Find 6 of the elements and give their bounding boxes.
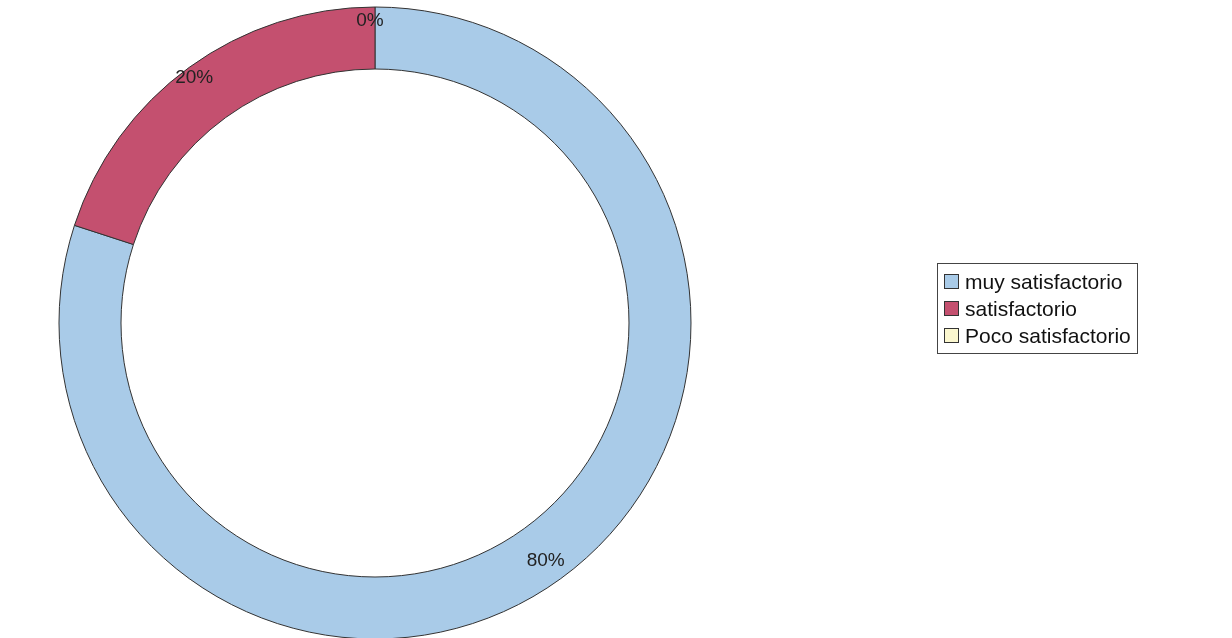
- data-label: 20%: [175, 65, 214, 87]
- donut-slice: [59, 6, 692, 638]
- legend-label: satisfactorio: [965, 296, 1078, 321]
- legend-label: Poco satisfactorio: [965, 323, 1131, 348]
- legend-label: muy satisfactorio: [965, 269, 1123, 294]
- data-label: 80%: [526, 549, 565, 571]
